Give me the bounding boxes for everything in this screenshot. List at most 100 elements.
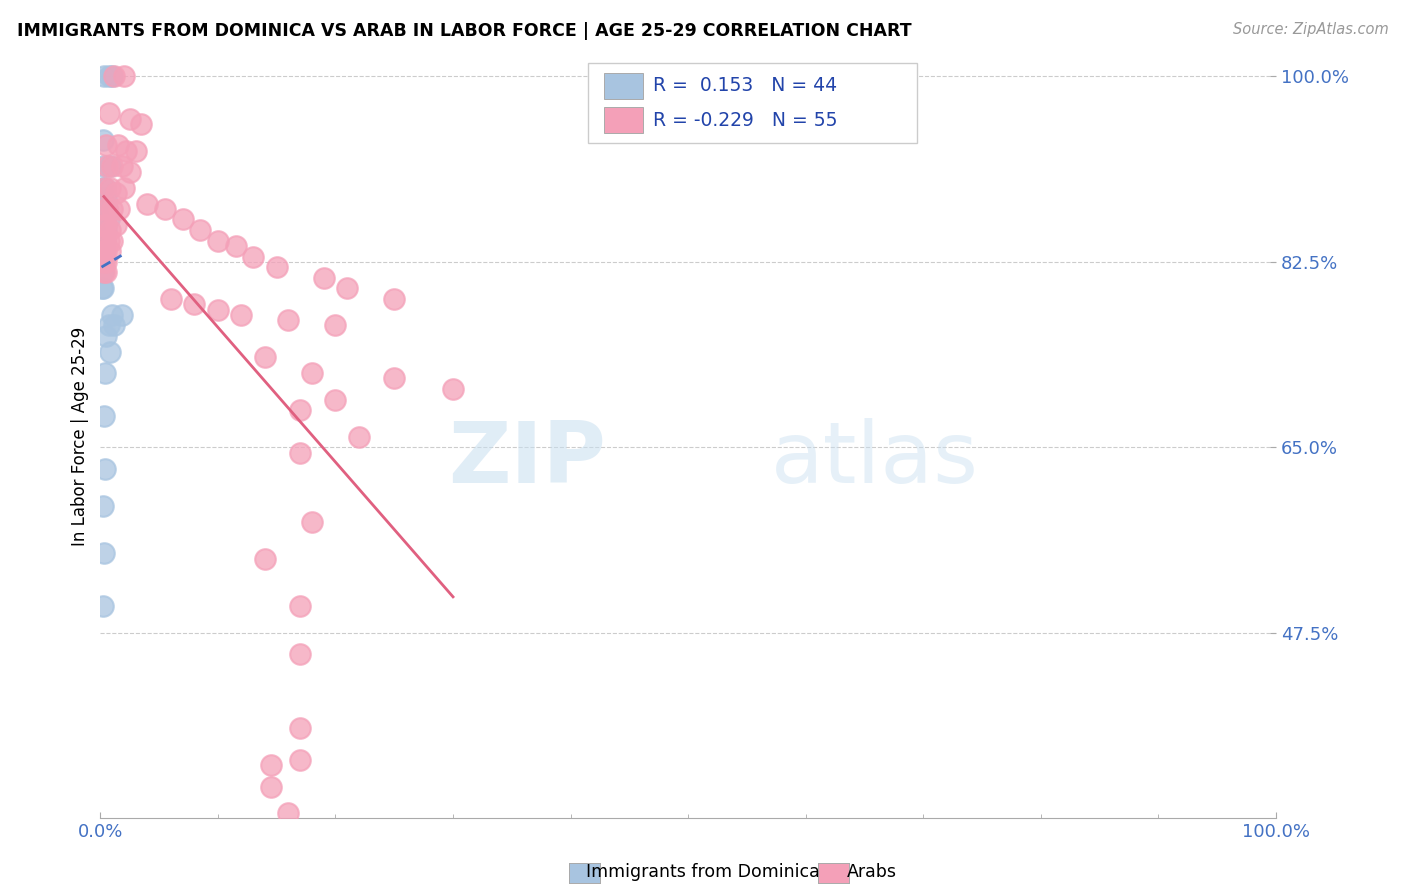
- Point: [90, 234, 112, 248]
- Point: [118, 112, 141, 126]
- Point: [94, 180, 117, 194]
- Point: [260, 758, 283, 772]
- Point: [183, 297, 205, 311]
- Point: [118, 165, 141, 179]
- Point: [96, 223, 118, 237]
- Point: [93, 409, 115, 423]
- FancyBboxPatch shape: [603, 72, 644, 99]
- Point: [231, 308, 253, 322]
- Point: [301, 366, 323, 380]
- Point: [94, 212, 117, 227]
- Point: [96, 138, 118, 153]
- Text: IMMIGRANTS FROM DOMINICA VS ARAB IN LABOR FORCE | AGE 25-29 CORRELATION CHART: IMMIGRANTS FROM DOMINICA VS ARAB IN LABO…: [17, 22, 911, 40]
- Point: [172, 212, 194, 227]
- Point: [253, 351, 276, 365]
- Point: [110, 160, 132, 174]
- Point: [93, 546, 115, 560]
- Point: [91, 191, 114, 205]
- Point: [96, 160, 118, 174]
- Point: [160, 292, 183, 306]
- Point: [91, 234, 114, 248]
- Point: [96, 255, 118, 269]
- Point: [336, 281, 359, 295]
- Point: [124, 144, 146, 158]
- Point: [101, 160, 124, 174]
- FancyBboxPatch shape: [603, 107, 644, 133]
- Point: [101, 234, 124, 248]
- Point: [98, 180, 121, 194]
- Point: [103, 70, 125, 84]
- Point: [93, 70, 115, 84]
- Point: [93, 244, 115, 259]
- Point: [93, 255, 115, 269]
- Point: [90, 265, 112, 279]
- Point: [93, 202, 115, 216]
- Point: [347, 430, 370, 444]
- Point: [101, 202, 124, 216]
- Point: [93, 223, 115, 237]
- Point: [91, 212, 114, 227]
- Point: [188, 223, 211, 237]
- Point: [290, 753, 312, 767]
- Point: [108, 202, 131, 216]
- Point: [441, 382, 464, 396]
- Point: [94, 234, 117, 248]
- Point: [107, 138, 129, 153]
- Point: [96, 244, 118, 259]
- Point: [91, 133, 114, 147]
- Point: [96, 265, 118, 279]
- Point: [93, 265, 115, 279]
- Point: [94, 180, 117, 194]
- Point: [131, 117, 153, 131]
- Point: [97, 318, 120, 333]
- Point: [260, 780, 283, 794]
- Point: [93, 202, 115, 216]
- Point: [96, 202, 118, 216]
- Y-axis label: In Labor Force | Age 25-29: In Labor Force | Age 25-29: [72, 327, 89, 547]
- Point: [103, 318, 125, 333]
- Point: [382, 292, 405, 306]
- Point: [94, 234, 117, 248]
- Point: [207, 234, 229, 248]
- Point: [112, 70, 135, 84]
- Point: [96, 329, 118, 343]
- Point: [382, 371, 405, 385]
- Point: [90, 180, 112, 194]
- Point: [97, 234, 120, 248]
- Point: [90, 244, 112, 259]
- Point: [93, 160, 115, 174]
- Point: [290, 647, 312, 661]
- Point: [93, 244, 115, 259]
- Point: [94, 366, 117, 380]
- Point: [325, 392, 347, 407]
- Point: [104, 186, 127, 200]
- Point: [153, 202, 176, 216]
- Point: [225, 239, 247, 253]
- Point: [290, 722, 312, 736]
- Text: R = -0.229   N = 55: R = -0.229 N = 55: [652, 111, 838, 129]
- Point: [115, 144, 138, 158]
- Point: [207, 302, 229, 317]
- Point: [242, 250, 264, 264]
- Point: [98, 223, 121, 237]
- Point: [90, 255, 112, 269]
- Point: [312, 270, 335, 285]
- Text: atlas: atlas: [770, 418, 979, 501]
- Point: [91, 281, 114, 295]
- Point: [91, 499, 114, 513]
- Point: [101, 308, 124, 322]
- Point: [90, 281, 112, 295]
- Point: [277, 313, 299, 327]
- Point: [90, 223, 112, 237]
- Point: [112, 180, 135, 194]
- Text: Immigrants from Dominica: Immigrants from Dominica: [586, 863, 820, 881]
- Point: [90, 212, 112, 227]
- Point: [101, 70, 124, 84]
- Point: [91, 255, 114, 269]
- Point: [90, 202, 112, 216]
- Point: [253, 551, 276, 566]
- Point: [94, 461, 117, 475]
- Point: [325, 318, 347, 333]
- Text: Arabs: Arabs: [846, 863, 897, 881]
- Point: [98, 244, 121, 259]
